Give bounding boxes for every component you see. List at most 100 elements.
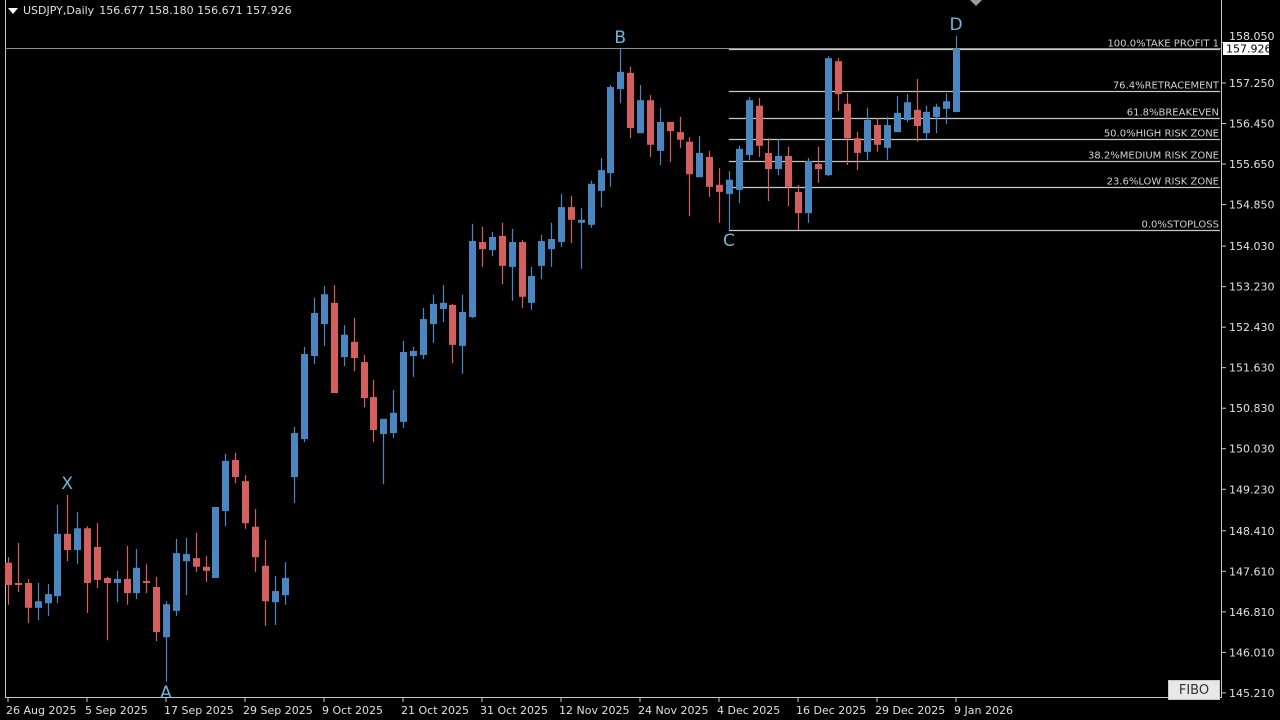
candle-body — [568, 207, 575, 220]
candle — [538, 234, 545, 280]
candle-body — [805, 160, 812, 214]
candle — [637, 85, 644, 134]
candle — [528, 266, 535, 310]
candle — [706, 150, 713, 197]
candle-body — [430, 303, 437, 325]
candle — [519, 240, 526, 308]
candle-body — [311, 312, 318, 357]
candle-body — [864, 119, 871, 152]
candle-body — [647, 100, 654, 145]
pattern-point-d: D — [949, 15, 962, 35]
candle — [74, 512, 81, 565]
candle — [5, 557, 12, 605]
candle-body — [15, 582, 22, 586]
candle — [904, 94, 911, 122]
candle — [183, 537, 190, 596]
candle — [272, 575, 279, 626]
candle — [509, 228, 516, 301]
candle — [914, 78, 921, 142]
candle — [153, 576, 160, 642]
candle-body — [548, 239, 555, 250]
candle — [193, 532, 200, 572]
x-tick-label: 5 Sep 2025 — [85, 704, 148, 717]
candle-body — [686, 141, 693, 175]
candle — [291, 426, 298, 503]
candle-body — [252, 526, 259, 558]
candle-body — [5, 562, 12, 586]
candle — [84, 526, 91, 613]
x-tick-label: 12 Nov 2025 — [559, 704, 629, 717]
pattern-point-b: B — [614, 28, 626, 48]
candle — [558, 193, 565, 248]
chart-shift-marker[interactable] — [970, 0, 982, 6]
y-tick-label: 150.030 — [1229, 443, 1275, 456]
current-price-box — [1223, 42, 1269, 55]
candle — [54, 504, 61, 604]
candle-body — [904, 102, 911, 120]
candle-body — [578, 219, 585, 223]
candle-body — [84, 528, 91, 583]
candle — [45, 583, 52, 616]
x-tick-label: 31 Oct 2025 — [480, 704, 548, 717]
candle — [933, 103, 940, 134]
candle — [370, 379, 377, 443]
y-tick-label: 148.410 — [1229, 525, 1275, 538]
candle — [894, 96, 901, 133]
candle-body — [637, 100, 644, 134]
candle — [854, 132, 861, 171]
candle — [15, 542, 22, 593]
candle — [953, 35, 960, 113]
candle — [410, 346, 417, 377]
x-tick-label: 9 Oct 2025 — [322, 704, 383, 717]
candle-body — [54, 533, 61, 597]
candle — [499, 222, 506, 285]
dropdown-triangle-icon[interactable] — [8, 7, 18, 14]
candle-body — [400, 351, 407, 422]
candle-body — [657, 121, 664, 151]
pattern-point-x: X — [61, 474, 73, 494]
candle-body — [25, 582, 32, 608]
candle — [252, 509, 259, 572]
x-tick-label: 9 Jan 2026 — [954, 704, 1013, 717]
candle — [627, 66, 634, 139]
fib-level-label: 76.4%RETRACEMENT — [1113, 81, 1220, 92]
candle-body — [203, 566, 210, 571]
pattern-point-c: C — [723, 231, 735, 251]
candle-body — [143, 580, 150, 583]
candle-body — [736, 148, 743, 190]
candle — [874, 117, 881, 152]
candle — [430, 294, 437, 343]
x-tick-label: 21 Oct 2025 — [401, 704, 469, 717]
candle-body — [321, 294, 328, 325]
candle — [844, 93, 851, 166]
fibo-button[interactable]: FIBO — [1168, 680, 1220, 700]
y-tick-label: 158.050 — [1229, 30, 1275, 43]
candle — [114, 570, 121, 603]
candle — [825, 56, 832, 177]
y-tick-label: 146.810 — [1229, 606, 1275, 619]
y-tick-label: 153.230 — [1229, 281, 1275, 294]
y-tick-label: 145.210 — [1229, 687, 1275, 700]
candle-body — [153, 587, 160, 633]
candle — [696, 136, 703, 178]
candle — [341, 325, 348, 367]
candle — [578, 208, 585, 269]
candle — [598, 157, 605, 208]
fib-level-label: 38.2%MEDIUM RISK ZONE — [1088, 151, 1219, 162]
candle-body — [282, 577, 289, 596]
candle-body — [45, 594, 52, 604]
candle-body — [765, 152, 772, 170]
candle-body — [124, 578, 131, 594]
candle-body — [183, 554, 190, 562]
symbol-timeframe: USDJPY,Daily — [23, 4, 95, 17]
candle-body — [341, 334, 348, 358]
candle — [361, 355, 368, 408]
candle-body — [499, 235, 506, 266]
candle-body — [222, 460, 229, 512]
current-price-label: 157.926 — [1226, 43, 1272, 56]
ohlc-readout: 156.677 158.180 156.671 157.926 — [99, 4, 292, 17]
candle-body — [943, 101, 950, 109]
candle — [756, 98, 763, 157]
candle-body — [884, 125, 891, 148]
